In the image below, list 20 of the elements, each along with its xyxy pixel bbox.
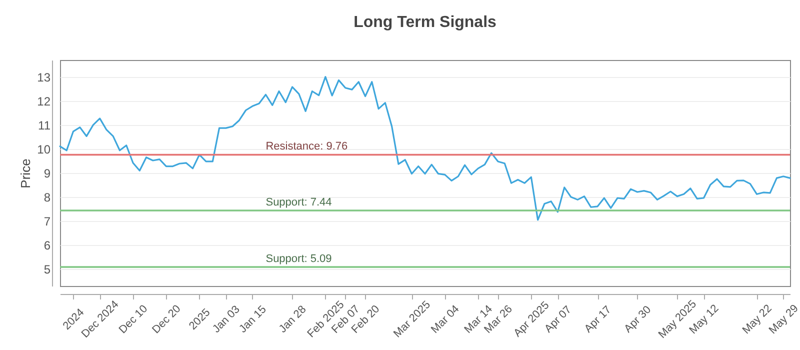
y-tick-label: 10 — [37, 142, 51, 156]
x-tick-label: Mar 04 — [429, 303, 462, 336]
y-axis-title: Price — [18, 158, 34, 188]
ref-line-label: Support: 5.09 — [266, 253, 332, 266]
x-tick-label: Dec 10 — [116, 302, 150, 336]
ref-line-label: Resistance: 9.76 — [266, 140, 348, 153]
y-tick-label: 9 — [44, 166, 51, 180]
y-tick-label: 8 — [44, 190, 51, 205]
x-tick-label: Dec 20 — [150, 302, 184, 336]
chart-title: Long Term Signals — [354, 14, 497, 31]
y-tick-label: 5 — [44, 262, 51, 277]
y-tick-label: 7 — [44, 214, 51, 229]
y-tick-label: 11 — [38, 118, 51, 132]
line-series — [59, 76, 791, 221]
x-tick-label: Apr 17 — [582, 304, 614, 336]
ref-line-label: Support: 7.44 — [266, 196, 332, 209]
y-tick-label: 13 — [37, 70, 51, 84]
y-tick-label: 6 — [44, 238, 51, 253]
x-tick-label: Apr 30 — [622, 304, 654, 336]
y-tick-label: 12 — [37, 94, 51, 108]
